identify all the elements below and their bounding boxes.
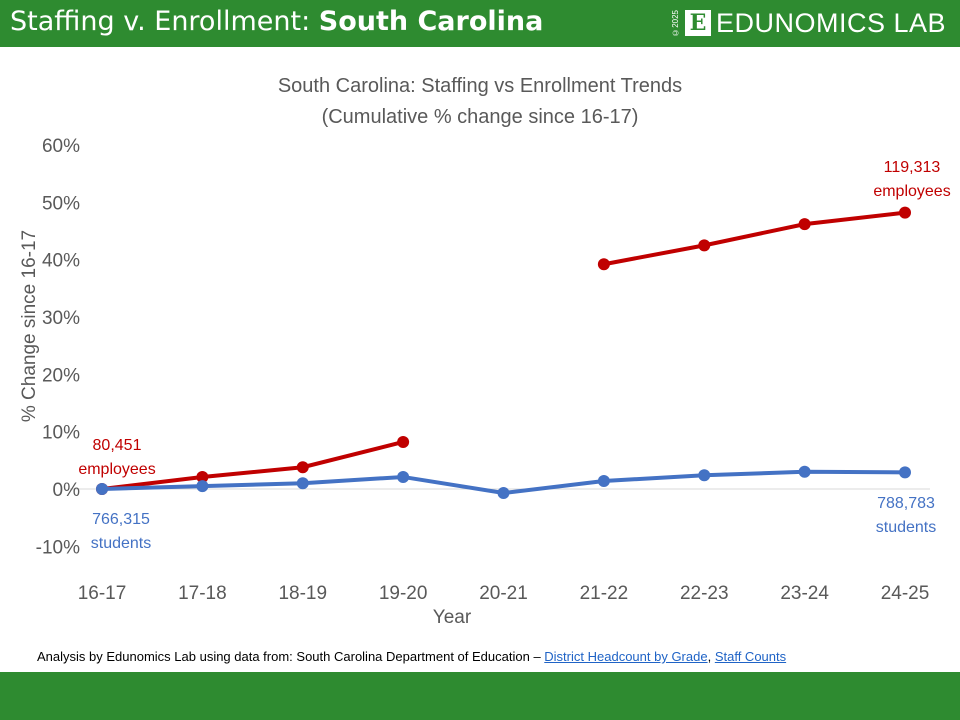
students-start-label: 766,315 <box>92 511 150 528</box>
source-note: Analysis by Edunomics Lab using data fro… <box>37 649 786 664</box>
staff-line <box>603 210 906 267</box>
x-tick-label: 18-19 <box>278 583 327 604</box>
chart-subtitle: (Cumulative % change since 16-17) <box>322 106 639 128</box>
students-point <box>798 465 811 478</box>
separator: , <box>707 649 715 664</box>
y-tick-label: 0% <box>53 480 81 501</box>
students-point <box>497 487 510 500</box>
line-chart: South Carolina: Staffing vs Enrollment T… <box>19 75 951 628</box>
x-tick-label: 22-23 <box>680 583 729 604</box>
source-prefix: Analysis by Edunomics Lab using data fro… <box>37 649 545 664</box>
title-state: South Carolina <box>318 6 544 37</box>
students-point <box>296 477 309 490</box>
x-tick-label: 24-25 <box>881 583 930 604</box>
x-tick-label: 21-22 <box>580 583 629 604</box>
y-tick-label: 10% <box>42 423 80 444</box>
staff-line <box>101 440 404 491</box>
title-prefix: Staffing v. Enrollment: <box>10 6 319 37</box>
x-tick-label: 17-18 <box>178 583 227 604</box>
staff-point <box>196 470 209 483</box>
y-tick-label: -10% <box>36 537 80 558</box>
edunomics-logo: ©2025 E EDUNOMICS LAB <box>671 8 946 38</box>
page-title: Staffing v. Enrollment: South Carolina <box>10 6 543 37</box>
y-tick-label: 20% <box>42 365 80 386</box>
staff-point <box>296 461 309 474</box>
y-axis-label: % Change since 16-17 <box>19 230 40 422</box>
y-tick-label: 60% <box>42 136 80 157</box>
staff-counts-link[interactable]: Staff Counts <box>714 649 787 664</box>
staff-end-label: 119,313 <box>884 159 941 176</box>
students-point <box>397 470 410 483</box>
x-tick-label: 19-20 <box>379 583 428 604</box>
staff-start-label: employees <box>78 461 155 478</box>
x-tick-label: 23-24 <box>780 583 829 604</box>
students-point <box>597 474 610 487</box>
x-tick-label: 20-21 <box>479 583 528 604</box>
students-end-label: students <box>876 519 936 536</box>
staff-point <box>698 239 711 252</box>
students-point <box>96 483 108 495</box>
chart-title: South Carolina: Staffing vs Enrollment T… <box>278 75 682 97</box>
logo-text: EDUNOMICS LAB <box>715 7 946 38</box>
header-bar: Staffing v. Enrollment: South Carolina ©… <box>0 0 960 47</box>
staff-point <box>397 435 410 448</box>
x-axis-label: Year <box>433 607 472 628</box>
y-tick-label: 50% <box>42 193 80 214</box>
students-point <box>899 466 911 479</box>
staff-end-label: employees <box>873 183 950 200</box>
students-end-label: 788,783 <box>877 495 935 512</box>
district-headcount-link[interactable]: District Headcount by Grade <box>544 649 708 664</box>
students-start-label: students <box>91 535 151 552</box>
staff-point <box>899 206 911 219</box>
logo-mark-icon: E <box>684 10 711 36</box>
staff-point <box>597 258 610 271</box>
staff-point <box>798 218 811 231</box>
students-point <box>196 480 209 493</box>
footer-bar <box>0 672 960 720</box>
students-point <box>698 469 711 482</box>
y-tick-label: 40% <box>42 251 80 272</box>
y-tick-label: 30% <box>42 308 80 329</box>
staff-start-label: 80,451 <box>93 437 142 454</box>
x-tick-label: 16-17 <box>78 583 127 604</box>
